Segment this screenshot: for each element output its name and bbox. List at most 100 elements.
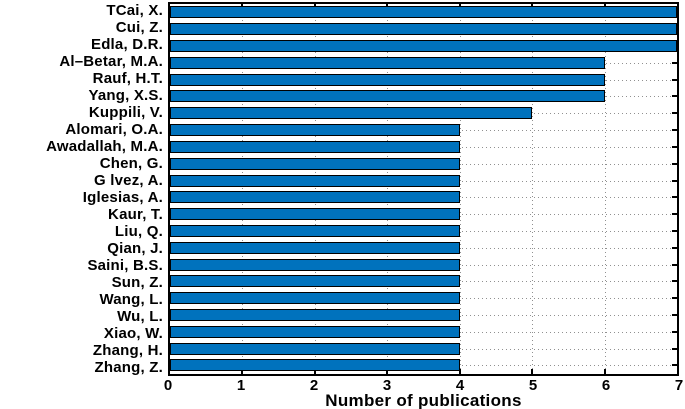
y-axis-label: Al–Betar, M.A. [59, 53, 163, 70]
y-tick-mark-right [672, 246, 677, 249]
y-tick-mark-right [672, 347, 677, 350]
y-tick-mark-right [672, 179, 677, 182]
y-axis-label: G lvez, A. [94, 172, 163, 189]
bar [170, 342, 460, 355]
bar-rows [170, 4, 677, 374]
x-tick-mark-bottom [386, 369, 389, 374]
plot-area [168, 2, 679, 376]
y-tick-mark-right [672, 364, 677, 367]
x-tick-label: 3 [382, 377, 392, 394]
y-axis-label: Chen, G. [99, 155, 163, 172]
x-tick-label: 6 [601, 377, 611, 394]
bar-row [170, 256, 677, 273]
y-axis-label: Cui, Z. [115, 19, 163, 36]
y-axis-labels: TCai, X. Cui, Z. Edla, D.R. Al–Betar, M.A. R… [0, 2, 163, 376]
x-tick-label: 1 [236, 377, 246, 394]
y-axis-label: Kuppili, V. [88, 104, 163, 121]
y-tick-mark-right [672, 95, 677, 98]
x-tick-mark-bottom [313, 369, 316, 374]
bar [170, 258, 460, 271]
x-tick-mark-bottom [241, 369, 244, 374]
bar-row [170, 340, 677, 357]
y-tick-mark-right [672, 112, 677, 115]
bar-row [170, 239, 677, 256]
y-tick-mark-right [672, 297, 677, 300]
x-tick-label: 7 [674, 377, 684, 394]
x-tick-label: 2 [309, 377, 319, 394]
bar [170, 140, 460, 153]
y-axis-label: Edla, D.R. [90, 36, 163, 53]
y-tick-mark-right [672, 213, 677, 216]
y-tick-mark-right [672, 280, 677, 283]
y-axis-label: Iglesias, A. [82, 189, 163, 206]
bar-row [170, 189, 677, 206]
x-axis-tick-labels: 0 1 2 3 4 5 6 7 [164, 377, 683, 394]
gridline-vertical [387, 4, 389, 374]
y-tick-mark-right [672, 314, 677, 317]
y-tick-mark-right [672, 78, 677, 81]
bar [170, 292, 460, 305]
bar-row [170, 290, 677, 307]
x-tick-label: 5 [528, 377, 538, 394]
x-tick-mark-bottom [603, 369, 606, 374]
bar [170, 359, 460, 372]
y-tick-mark-right [672, 61, 677, 64]
bar-row [170, 88, 677, 105]
bar-row [170, 4, 677, 21]
bar [170, 124, 460, 137]
bar-row [170, 323, 677, 340]
bar [170, 325, 460, 338]
bar-row [170, 155, 677, 172]
bar-row [170, 122, 677, 139]
y-axis-label: Rauf, H.T. [92, 70, 163, 87]
bar-row [170, 223, 677, 240]
y-axis-label: Sun, Z. [111, 274, 163, 291]
y-tick-mark-right [672, 129, 677, 132]
y-axis-label: Yang, X.S. [88, 87, 163, 104]
y-axis-label: Awadallah, M.A. [46, 138, 163, 155]
y-tick-mark-right [672, 229, 677, 232]
bar-row [170, 21, 677, 38]
y-axis-label: Qian, J. [107, 240, 163, 257]
x-tick-label: 4 [455, 377, 465, 394]
bar [170, 56, 605, 69]
y-axis-label: Zhang, H. [92, 342, 163, 359]
bar [170, 241, 460, 254]
gridline-vertical [242, 4, 244, 374]
bar-row [170, 307, 677, 324]
bar-row [170, 172, 677, 189]
gridline-vertical [314, 4, 316, 374]
bar [170, 107, 533, 120]
y-tick-mark-right [672, 330, 677, 333]
bar [170, 157, 460, 170]
bar-row [170, 357, 677, 374]
bar-row [170, 139, 677, 156]
y-tick-mark-right [672, 263, 677, 266]
y-tick-mark-right [672, 145, 677, 148]
y-axis-label: Alomari, O.A. [65, 121, 163, 138]
bar-row [170, 71, 677, 88]
y-tick-mark-right [672, 196, 677, 199]
bar [170, 174, 460, 187]
bar-row [170, 273, 677, 290]
y-axis-label: Wang, L. [99, 291, 163, 308]
x-tick-mark-bottom [531, 369, 534, 374]
x-tick-label: 0 [163, 377, 173, 394]
bar-row [170, 206, 677, 223]
bar [170, 73, 605, 86]
bar [170, 275, 460, 288]
bar [170, 208, 460, 221]
y-tick-mark-right [672, 162, 677, 165]
bar [170, 40, 677, 53]
bar [170, 191, 460, 204]
gridline-vertical [532, 4, 534, 374]
x-axis-title: Number of publications [325, 391, 522, 409]
y-axis-label: Liu, Q. [114, 223, 163, 240]
bar-row [170, 54, 677, 71]
bar-row [170, 38, 677, 55]
gridline-vertical [604, 4, 606, 374]
y-axis-label: TCai, X. [106, 2, 163, 19]
y-axis-label: Kaur, T. [108, 206, 163, 223]
bar-row [170, 105, 677, 122]
